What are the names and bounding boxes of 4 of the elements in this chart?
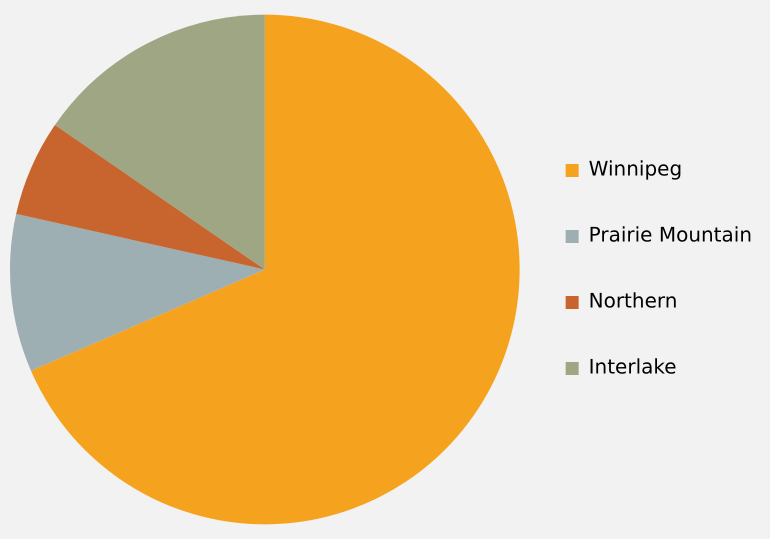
legend-label: Prairie Mountain: [588, 222, 752, 247]
legend-label: Winnipeg: [588, 156, 682, 181]
legend-label: Northern: [588, 288, 678, 313]
legend-label: Interlake: [588, 354, 677, 379]
